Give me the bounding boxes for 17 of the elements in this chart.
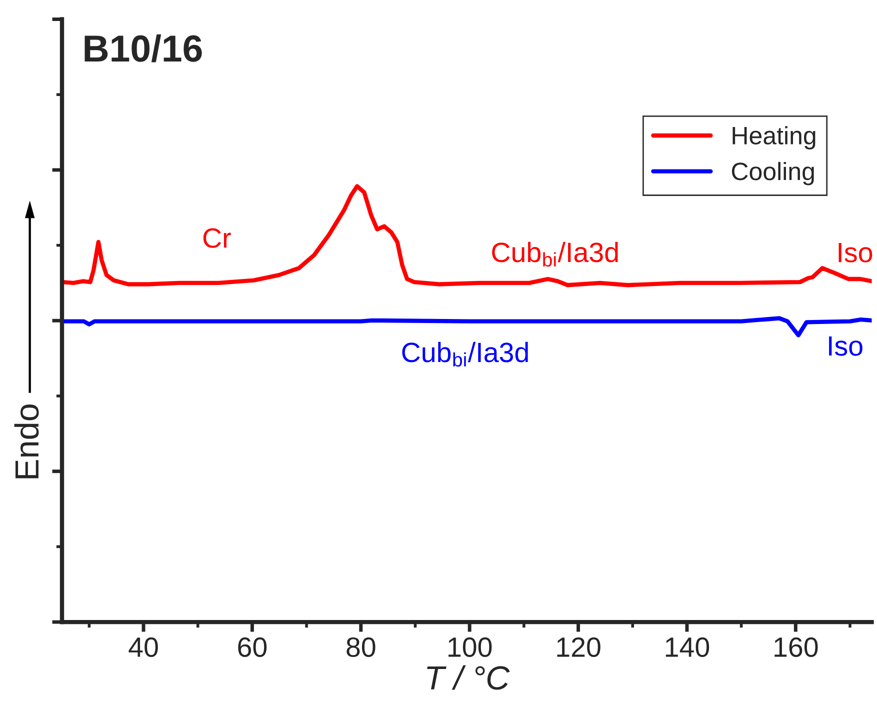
annotation: Cr	[203, 228, 231, 248]
x-tick-label: 120	[557, 637, 600, 658]
annotation: Iso	[829, 336, 862, 356]
chart-title: B10/16	[84, 34, 202, 62]
x-tick-label: 80	[346, 637, 376, 658]
legend-label: Heating	[732, 126, 816, 150]
x-tick-label: 40	[128, 637, 158, 658]
x-tick-label: 160	[774, 637, 818, 658]
annotation: Iso	[838, 243, 872, 262]
x-tick-label: 60	[238, 637, 267, 658]
x-tick-label: 140	[666, 637, 710, 658]
annotation: Cub$_{bi}$/Ia3d	[402, 342, 528, 367]
x-axis-title: T / °C	[427, 665, 510, 690]
annotation: Cub$_{bi}$/Ia3d	[492, 242, 618, 267]
legend-label: Cooling	[732, 162, 814, 186]
y-axis-title: Endo	[14, 404, 39, 478]
x-tick-label: 100	[448, 637, 492, 658]
